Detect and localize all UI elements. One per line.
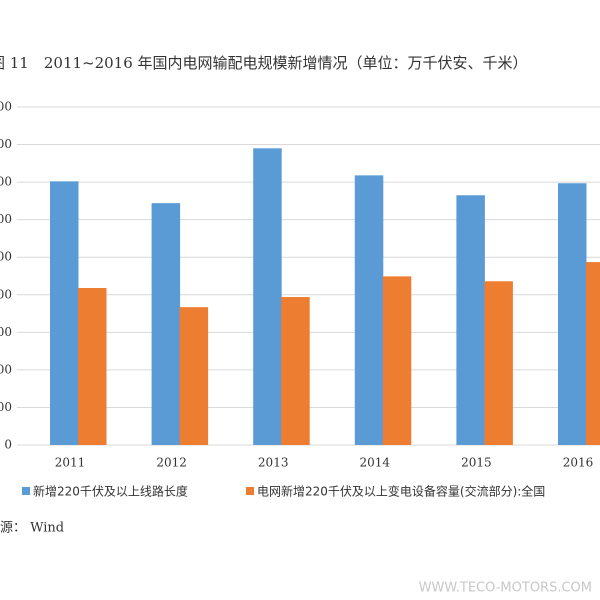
bar <box>78 288 107 445</box>
y-tick-label: 3000 <box>0 325 12 339</box>
legend-label: 电网新增220千伏及以上变电设备容量(交流部分):全国 <box>257 484 545 499</box>
x-tick-label: 2013 <box>258 456 289 470</box>
y-tick-label: 8000 <box>0 137 12 151</box>
y-tick-label: 0 <box>4 438 12 452</box>
bar <box>253 148 282 446</box>
chart-title: 图 11 2011~2016 年国内电网输配电规模新增情况（单位：万千伏安、千米… <box>0 54 528 72</box>
x-tick-label: 2012 <box>156 456 187 470</box>
y-tick-label: 9000 <box>0 100 12 114</box>
legend-swatch <box>246 487 254 495</box>
legend-label: 新增220千伏及以上线路长度 <box>33 484 188 499</box>
bar <box>50 181 79 446</box>
y-tick-label: 4000 <box>0 287 12 301</box>
bar <box>354 175 384 445</box>
legend-swatch <box>22 487 30 495</box>
y-tick-label: 1000 <box>0 400 12 414</box>
x-tick-label: 2016 <box>563 456 594 470</box>
x-tick-label: 2014 <box>360 456 391 470</box>
source: 源： Wind <box>0 521 64 536</box>
bar <box>151 203 181 445</box>
bar <box>456 195 485 445</box>
y-tick-label: 6000 <box>0 212 12 226</box>
y-tick-label: 7000 <box>0 175 12 189</box>
bar <box>382 276 412 445</box>
x-tick-label: 2011 <box>55 456 86 470</box>
bar <box>558 183 587 445</box>
x-tick-label: 2015 <box>461 456 492 470</box>
bar <box>179 307 209 445</box>
y-tick-label: 2000 <box>0 362 12 376</box>
y-tick-label: 5000 <box>0 250 12 264</box>
bar <box>586 262 600 445</box>
bar <box>281 297 310 445</box>
watermark: WWW.TECO-MOTORS.COM <box>419 581 592 596</box>
bar <box>484 281 513 445</box>
